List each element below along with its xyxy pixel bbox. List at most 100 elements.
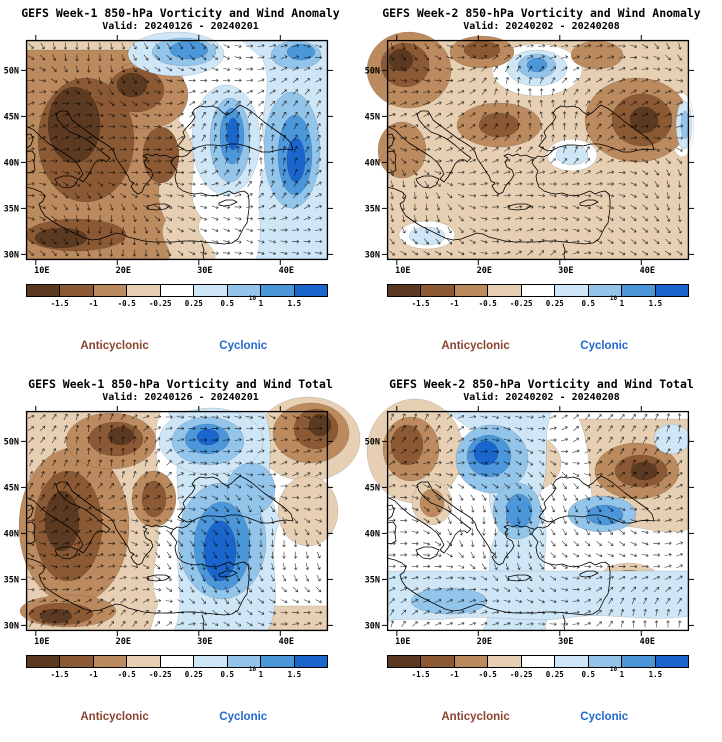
wind-arrow: [201, 551, 206, 559]
wind-arrow: [666, 203, 671, 211]
wind-arrow: [246, 598, 253, 604]
wind-arrow: [469, 426, 476, 430]
wind-arrow: [132, 204, 138, 210]
wind-arrow: [402, 413, 406, 421]
vorticity-contour-shape: [34, 227, 88, 249]
wind-arrow: [177, 610, 185, 615]
colorbar-segment: [420, 285, 454, 296]
wind-arrow: [246, 78, 254, 82]
wind-arrow: [595, 472, 603, 477]
wind-arrow: [223, 100, 230, 107]
wind-arrow: [119, 113, 127, 118]
wind-arrow: [446, 251, 453, 256]
wind-arrow: [200, 449, 208, 454]
wind-arrow: [315, 89, 322, 95]
legend-anticyclonic-label: Anticyclonic: [441, 711, 510, 723]
wind-arrow: [50, 112, 58, 117]
wind-arrow: [435, 43, 441, 49]
wind-arrow: [607, 506, 614, 512]
wind-arrow: [504, 483, 510, 489]
wind-arrow: [188, 461, 196, 465]
wind-arrow: [108, 598, 115, 604]
wind-arrow: [85, 610, 92, 615]
wind-arrow: [482, 540, 486, 548]
wind-arrow: [538, 227, 545, 232]
wind-arrow: [292, 427, 300, 431]
wind-arrow: [142, 125, 150, 129]
wind-arrow: [538, 611, 546, 615]
wind-arrow: [607, 194, 615, 198]
wind-arrow: [641, 495, 649, 500]
wind-arrow: [271, 134, 275, 142]
wind-arrow: [63, 65, 68, 73]
wind-arrow: [96, 124, 104, 129]
wind-arrow: [246, 484, 253, 489]
wind-arrow: [98, 42, 102, 50]
wind-arrow: [551, 528, 556, 536]
wind-arrow: [223, 228, 230, 233]
wind-arrow: [503, 427, 511, 431]
wind-arrow: [200, 484, 208, 488]
wind-arrow: [201, 586, 206, 593]
wind-arrow: [303, 426, 311, 431]
wind-arrow: [142, 598, 150, 603]
wind-arrow: [270, 192, 275, 199]
wind-arrow: [200, 426, 208, 431]
wind-arrow: [154, 136, 162, 140]
wind-arrow: [75, 203, 80, 211]
wind-arrow: [248, 528, 252, 536]
wind-arrow: [131, 113, 138, 118]
wind-arrow: [132, 482, 137, 489]
wind-arrow: [154, 54, 161, 61]
wind-arrow: [98, 77, 103, 84]
wind-arrow: [538, 66, 545, 72]
wind-arrow: [400, 66, 407, 72]
wind-arrow: [257, 622, 265, 627]
wind-arrow: [74, 181, 80, 187]
wind-arrow: [156, 238, 160, 245]
colorbar-segment: [27, 285, 60, 296]
wind-arrow: [562, 111, 567, 119]
wind-arrow: [423, 518, 430, 523]
wind-arrow: [526, 415, 534, 419]
wind-arrow: [73, 102, 81, 106]
wind-arrow: [549, 414, 557, 419]
wind-arrow: [471, 505, 475, 513]
colorbar-segment: [520, 285, 555, 296]
wind-arrow: [630, 483, 637, 488]
wind-arrow: [643, 425, 648, 432]
wind-arrow: [549, 587, 557, 592]
wind-arrow: [539, 483, 544, 490]
panel-valid-range: Valid: 20240202 - 20240208: [463, 21, 620, 32]
legend-anticyclonic-label: Anticyclonic: [80, 340, 149, 352]
wind-arrow: [528, 134, 533, 142]
wind-arrow: [200, 240, 207, 244]
wind-arrow: [539, 122, 544, 130]
wind-arrow: [585, 517, 590, 524]
wind-arrow: [618, 575, 626, 580]
vorticity-contour-shape: [390, 424, 424, 466]
wind-arrow: [281, 506, 287, 512]
axis-tick-label: 40N: [4, 529, 19, 539]
axis-tick-label: 50N: [365, 437, 380, 447]
wind-arrow: [74, 621, 80, 627]
wind-arrow: [236, 563, 241, 570]
wind-arrow: [492, 170, 499, 174]
wind-arrow: [165, 182, 173, 186]
wind-arrow: [388, 136, 396, 140]
wind-arrow: [515, 205, 523, 209]
wind-arrow: [200, 55, 207, 61]
wind-arrow: [630, 471, 637, 478]
wind-arrow: [457, 101, 465, 106]
wind-arrow: [223, 621, 230, 627]
wind-arrow: [641, 112, 649, 117]
wind-arrow: [400, 250, 407, 256]
wind-arrow: [282, 574, 287, 582]
wind-arrow: [280, 415, 288, 420]
wind-arrow: [87, 413, 91, 421]
wind-arrow: [96, 552, 104, 557]
wind-arrow: [39, 587, 47, 592]
wind-arrow: [63, 494, 68, 501]
wind-arrow: [447, 238, 453, 245]
wind-arrow: [434, 541, 442, 546]
